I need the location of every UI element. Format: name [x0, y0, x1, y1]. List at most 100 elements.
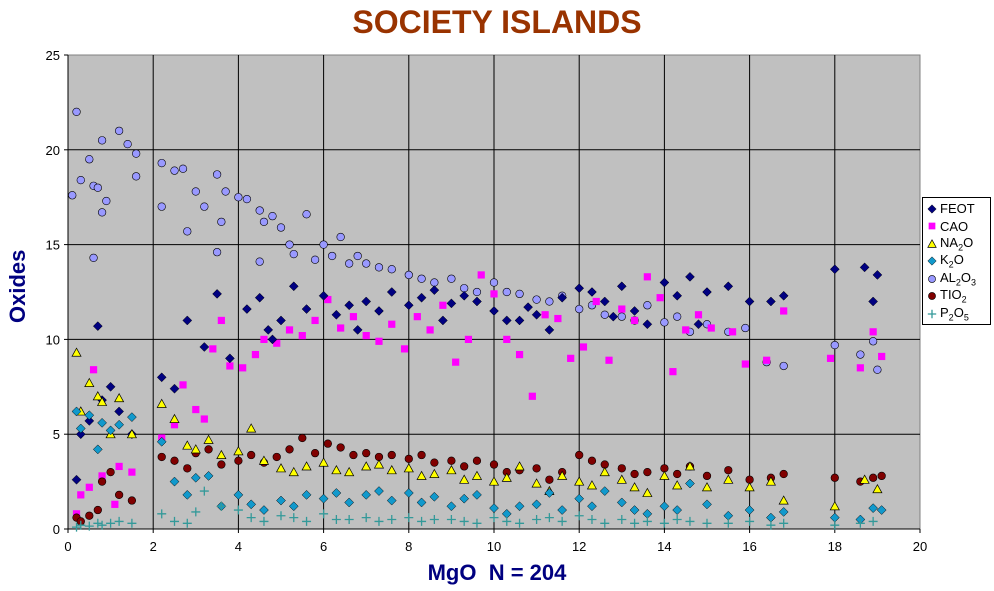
- x-tick-label: 16: [742, 539, 756, 554]
- point-feot: [459, 290, 470, 301]
- point-tio2: [323, 439, 332, 448]
- point-al2o3: [643, 301, 652, 310]
- x-axis-label-note: N = 204: [488, 560, 567, 585]
- point-p2o5: [84, 521, 94, 531]
- point-al2o3: [234, 193, 243, 202]
- point-na2o: [629, 482, 640, 492]
- point-na2o: [488, 476, 500, 486]
- point-cao: [298, 332, 306, 340]
- point-cao: [643, 273, 651, 281]
- point-al2o3: [68, 191, 77, 200]
- point-p2o5: [617, 515, 627, 525]
- x-tick-label: 4: [235, 539, 242, 554]
- point-p2o5: [246, 513, 256, 523]
- point-al2o3: [374, 263, 384, 272]
- point-al2o3: [310, 255, 320, 264]
- point-k2o: [374, 486, 384, 496]
- legend-marker-shape: [928, 222, 936, 230]
- point-tio2: [643, 467, 652, 477]
- point-al2o3: [532, 295, 541, 304]
- point-feot: [344, 300, 355, 311]
- x-tick-label: 18: [828, 539, 842, 554]
- point-cao: [694, 311, 703, 319]
- legend-marker: [927, 256, 937, 266]
- point-k2o: [616, 497, 627, 508]
- point-cao: [179, 381, 187, 389]
- point-feot: [744, 296, 755, 307]
- y-tick-label: 0: [53, 522, 60, 537]
- x-tick-label: 0: [64, 539, 71, 554]
- point-feot: [263, 325, 274, 335]
- point-tio2: [447, 456, 456, 465]
- point-p2o5: [233, 505, 243, 515]
- point-na2o: [586, 480, 598, 490]
- point-tio2: [157, 452, 166, 462]
- point-na2o: [96, 396, 108, 406]
- point-al2o3: [191, 187, 200, 196]
- point-feot: [416, 292, 427, 303]
- point-feot: [331, 309, 342, 320]
- point-al2o3: [93, 183, 102, 192]
- point-feot: [557, 292, 568, 303]
- point-feot: [659, 277, 670, 288]
- point-na2o: [344, 466, 355, 477]
- point-na2o: [514, 461, 525, 471]
- point-cao: [89, 366, 98, 374]
- point-feot: [859, 262, 870, 273]
- point-cao: [656, 294, 664, 302]
- point-na2o: [361, 461, 372, 471]
- point-p2o5: [685, 516, 695, 526]
- point-p2o5: [319, 509, 329, 519]
- x-tick-label: 14: [657, 539, 671, 554]
- point-na2o: [446, 465, 457, 475]
- point-cao: [477, 271, 485, 279]
- point-al2o3: [97, 208, 107, 217]
- point-p2o5: [157, 509, 167, 519]
- point-k2o: [318, 493, 329, 504]
- point-p2o5: [302, 516, 312, 526]
- point-al2o3: [353, 251, 362, 261]
- point-p2o5: [472, 518, 482, 528]
- point-na2o: [233, 446, 244, 456]
- point-k2o: [574, 493, 585, 504]
- point-al2o3: [157, 202, 166, 211]
- point-cao: [592, 297, 600, 306]
- legend-label: FEOT: [940, 201, 975, 217]
- point-cao: [85, 483, 93, 491]
- y-tick-label: 25: [46, 48, 60, 63]
- point-k2o: [876, 505, 887, 515]
- point-feot: [75, 429, 86, 440]
- point-feot: [489, 306, 499, 316]
- point-al2o3: [132, 172, 141, 181]
- point-k2o: [259, 505, 269, 515]
- point-feot: [267, 334, 278, 345]
- point-tio2: [545, 475, 554, 484]
- point-p2o5: [387, 515, 397, 525]
- point-p2o5: [723, 518, 733, 528]
- point-cao: [763, 356, 771, 364]
- point-p2o5: [417, 516, 427, 526]
- point-feot: [114, 406, 124, 417]
- point-p2o5: [574, 511, 584, 521]
- point-al2o3: [255, 257, 264, 266]
- point-k2o: [659, 501, 670, 512]
- point-k2o: [599, 486, 610, 496]
- point-feot: [169, 383, 180, 394]
- point-k2o: [169, 476, 180, 487]
- legend-item-k2o: K2O: [923, 252, 990, 270]
- point-al2o3: [545, 297, 554, 306]
- point-cao: [541, 311, 549, 319]
- point-k2o: [246, 499, 257, 510]
- point-al2o3: [114, 126, 124, 135]
- point-p2o5: [659, 518, 669, 528]
- point-cao: [200, 415, 208, 423]
- point-na2o: [429, 468, 440, 478]
- legend-marker: [927, 309, 937, 318]
- point-k2o: [71, 406, 82, 417]
- point-tio2: [183, 464, 192, 473]
- point-p2o5: [191, 507, 201, 517]
- x-tick-label: 10: [487, 539, 501, 554]
- legend: FEOT CAO NA2O K2O AL2O3 TIO2 P2O5: [922, 197, 991, 325]
- point-p2o5: [630, 518, 640, 528]
- point-k2o: [386, 495, 397, 506]
